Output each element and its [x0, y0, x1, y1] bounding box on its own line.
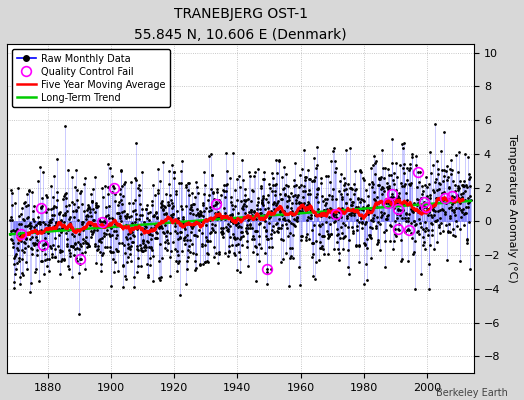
Legend: Raw Monthly Data, Quality Control Fail, Five Year Moving Average, Long-Term Tren: Raw Monthly Data, Quality Control Fail, … — [12, 49, 170, 108]
Text: Berkeley Earth: Berkeley Earth — [436, 388, 508, 398]
Title: TRANEBJERG OST-1
55.845 N, 10.606 E (Denmark): TRANEBJERG OST-1 55.845 N, 10.606 E (Den… — [134, 7, 347, 42]
Y-axis label: Temperature Anomaly (°C): Temperature Anomaly (°C) — [507, 134, 517, 283]
